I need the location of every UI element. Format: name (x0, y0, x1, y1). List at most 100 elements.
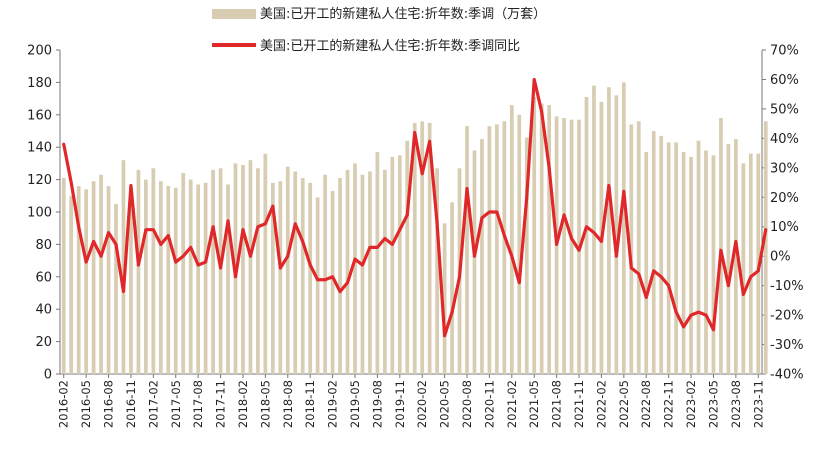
bar-2020-06 (450, 202, 454, 374)
bar-2019-07 (368, 171, 372, 374)
bar-2016-07 (99, 174, 103, 374)
bar-2019-06 (360, 174, 365, 374)
bar-2022-09 (651, 131, 656, 374)
right-tick-label: 10% (770, 220, 799, 235)
bar-2023-01 (681, 152, 686, 374)
left-tick-label: 60 (35, 270, 52, 285)
bar-2017-10 (211, 169, 215, 374)
x-tick-label: 2018-02 (236, 380, 250, 428)
left-axis-ticks: 0 20 40 60 80 100 120 140 160 180 200 (27, 44, 60, 383)
x-tick-label: 2017-08 (191, 380, 205, 428)
line-series (62, 77, 768, 338)
bar-2017-07 (188, 179, 193, 374)
left-tick-label: 160 (27, 108, 52, 123)
bar-2019-01 (323, 174, 327, 374)
left-tick-label: 40 (35, 303, 52, 318)
bar-2022-04 (614, 95, 619, 375)
bar-2019-10 (390, 156, 395, 374)
x-tick-label: 2016-11 (124, 380, 138, 428)
bar-2020-10 (480, 139, 484, 374)
bar-2016-05 (84, 189, 89, 374)
x-tick-label: 2023-08 (729, 380, 743, 428)
bar-2022-05 (621, 82, 626, 375)
x-tick-label: 2021-08 (550, 380, 564, 428)
bar-2020-05 (442, 223, 447, 374)
bar-2020-11 (487, 126, 492, 374)
bar-2018-10 (300, 177, 305, 374)
bar-2017-09 (203, 182, 208, 374)
bar-2021-05 (532, 96, 537, 374)
x-tick-label: 2022-08 (639, 380, 653, 428)
x-tick-label: 2022-02 (594, 380, 608, 428)
bar-2019-12 (405, 140, 410, 374)
bar-2018-06 (270, 182, 275, 374)
x-tick-label: 2023-11 (751, 380, 765, 428)
left-tick-label: 80 (35, 238, 52, 253)
x-tick-label: 2020-11 (482, 380, 496, 428)
legend: 美国:已开工的新建私人住宅:折年数:季调（万套） 美国:已开工的新建私人住宅:折… (212, 6, 546, 54)
x-axis-ticks: 2016-02 2016-05 2016-08 2016-11 2017-02 2017-… (57, 374, 765, 428)
bar-2016-09 (114, 203, 118, 374)
bar-2020-01 (412, 122, 417, 375)
right-tick-label: -20% (770, 309, 804, 324)
bar-2022-12 (674, 142, 678, 374)
bar-2022-01 (592, 85, 596, 374)
bar-2023-06 (719, 118, 723, 374)
bar-2018-08 (285, 166, 290, 374)
legend-line-label: 美国:已开工的新建私人住宅:折年数:季调同比 (260, 38, 520, 54)
x-tick-label: 2018-05 (258, 380, 272, 428)
x-tick-label: 2018-11 (303, 380, 317, 428)
x-tick-label: 2021-02 (505, 380, 519, 428)
bar-2022-10 (659, 135, 664, 374)
bar-2020-12 (495, 124, 499, 375)
bar-2017-02 (151, 168, 156, 374)
x-tick-label: 2017-11 (214, 380, 228, 428)
bar-2020-08 (465, 126, 469, 374)
bar-2018-05 (263, 153, 268, 374)
x-tick-label: 2019-11 (393, 380, 407, 428)
right-tick-label: 0% (770, 250, 791, 265)
bar-2023-03 (696, 140, 701, 374)
bar-2016-08 (106, 186, 111, 374)
x-tick-label: 2022-11 (662, 380, 676, 428)
bar-2018-02 (241, 165, 245, 374)
bar-2023-07 (726, 143, 731, 374)
x-tick-label: 2023-05 (706, 380, 720, 428)
x-tick-label: 2016-02 (57, 380, 71, 428)
x-tick-label: 2019-08 (370, 380, 384, 428)
bar-2017-01 (144, 179, 148, 374)
right-tick-label: 60% (770, 73, 799, 88)
x-tick-label: 2023-02 (684, 380, 698, 428)
bar-2020-02 (420, 121, 425, 374)
x-tick-label: 2020-05 (438, 380, 452, 428)
left-tick-label: 180 (27, 76, 52, 91)
left-tick-label: 100 (27, 206, 52, 221)
right-tick-label: 30% (770, 161, 799, 176)
right-tick-label: -30% (770, 338, 804, 353)
right-tick-label: 50% (770, 102, 799, 117)
left-tick-label: 120 (27, 173, 52, 188)
bar-2016-11 (129, 189, 133, 374)
right-tick-label: -10% (770, 279, 804, 294)
bar-2023-05 (711, 155, 716, 374)
bar-2016-04 (76, 186, 81, 374)
bar-2019-04 (345, 169, 350, 374)
left-tick-label: 20 (35, 335, 52, 350)
legend-bar-label: 美国:已开工的新建私人住宅:折年数:季调（万套） (260, 6, 546, 22)
bar-2023-09 (741, 163, 746, 374)
bar-2017-04 (166, 186, 171, 374)
bar-2022-11 (666, 142, 671, 374)
bar-2020-03 (427, 122, 432, 375)
bar-2020-04 (435, 168, 440, 374)
bar-2017-08 (196, 184, 201, 374)
x-tick-label: 2016-08 (102, 380, 116, 428)
bar-2019-08 (375, 152, 380, 374)
right-tick-label: -40% (770, 368, 804, 383)
bar-2017-03 (158, 181, 163, 374)
bar-2021-04 (524, 137, 529, 374)
bar-2018-09 (293, 171, 298, 374)
bar-2022-03 (607, 87, 611, 374)
bar-2023-04 (704, 150, 708, 374)
bar-2017-06 (181, 173, 186, 374)
x-tick-label: 2022-05 (617, 380, 631, 428)
